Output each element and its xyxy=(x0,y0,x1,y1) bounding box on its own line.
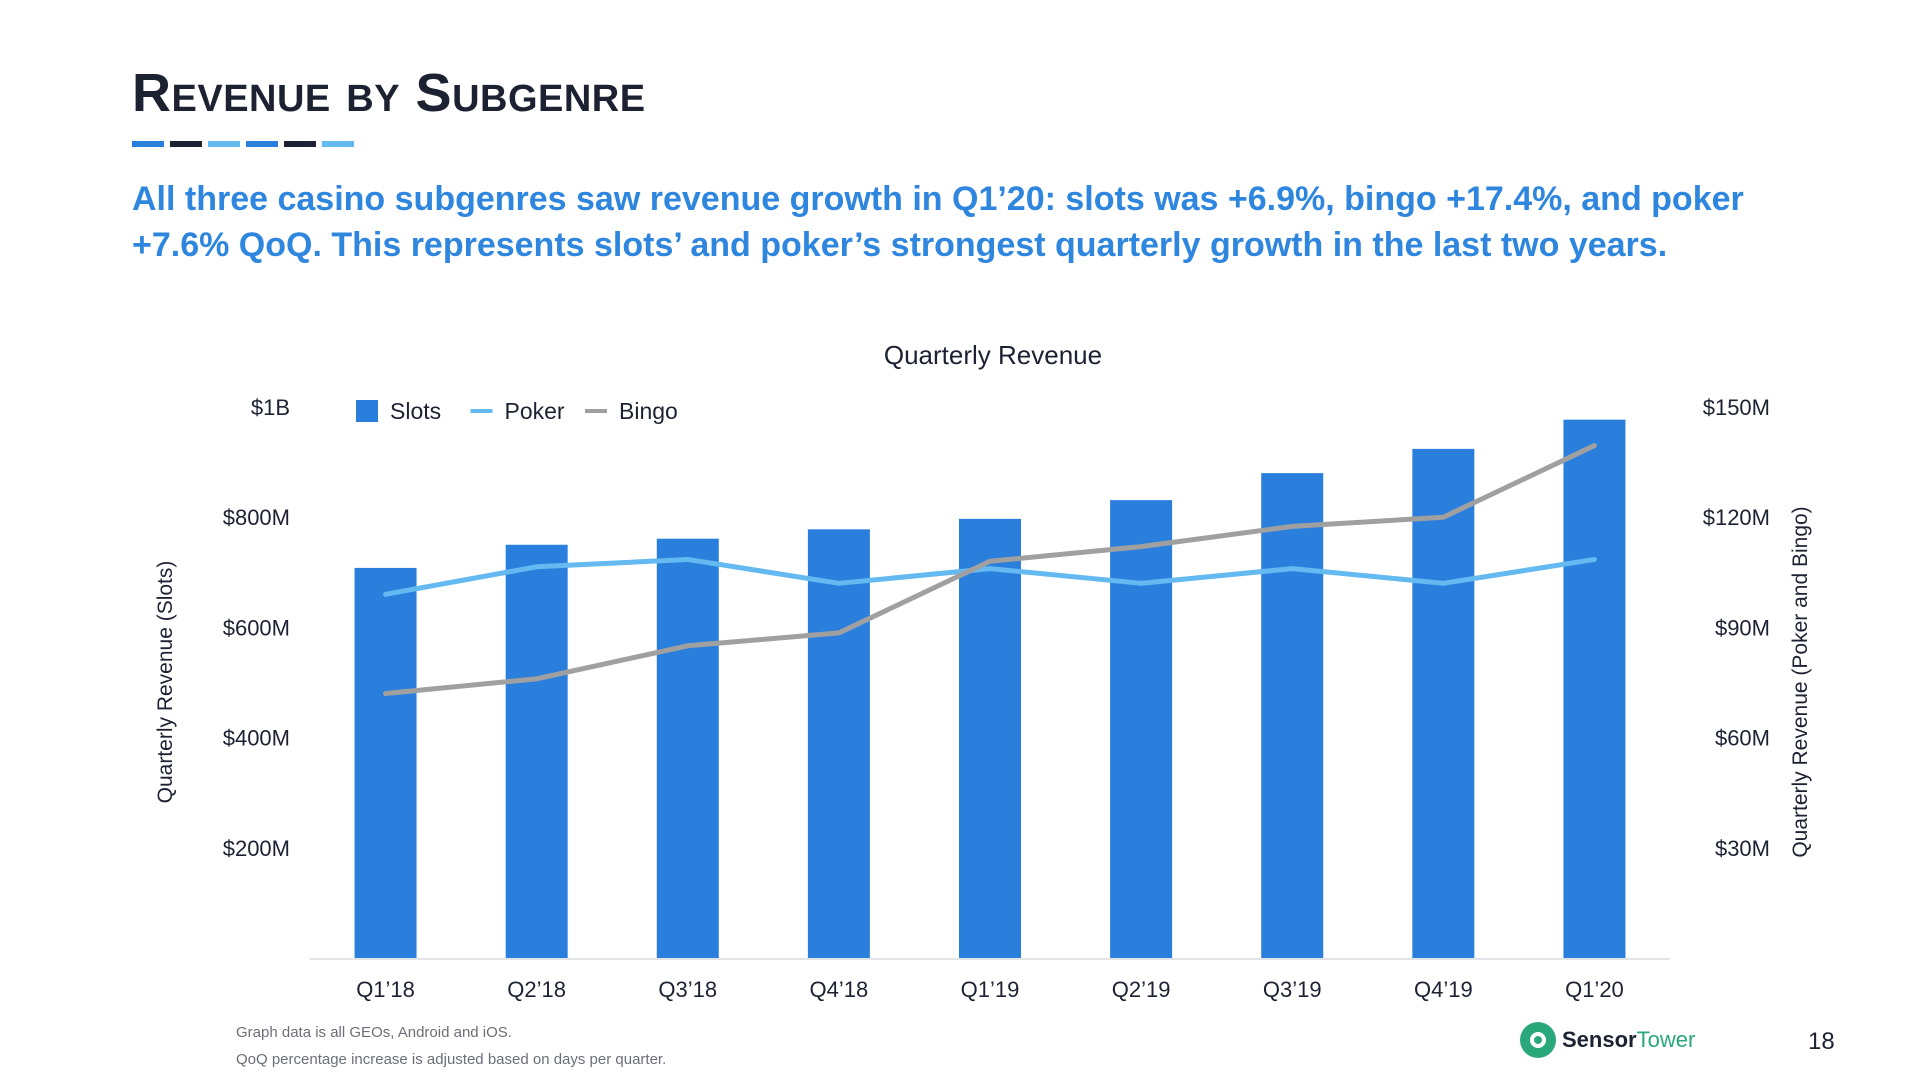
footnote-data-scope: Graph data is all GEOs, Android and iOS. xyxy=(236,1024,512,1041)
slots-bar xyxy=(1412,448,1475,958)
x-tick-label: Q1’20 xyxy=(1565,977,1624,1002)
y-right-tick-label: $150M xyxy=(1703,395,1770,420)
title-underline-segment xyxy=(208,141,240,147)
bingo-line xyxy=(383,443,1597,697)
title-underline-segment xyxy=(284,141,316,147)
x-tick-label: Q2’18 xyxy=(507,977,566,1002)
y-right-tick-label: $60M xyxy=(1715,726,1770,751)
legend-label-bingo: Bingo xyxy=(619,398,678,424)
slots-bar xyxy=(1261,473,1324,958)
y-left-tick-label: $1B xyxy=(251,395,290,420)
page-number: 18 xyxy=(1808,1028,1835,1055)
y-right-tick-label: $90M xyxy=(1715,615,1770,640)
x-tick-label: Q3’19 xyxy=(1263,977,1322,1002)
y-left-tick-label: $800M xyxy=(223,505,290,530)
slots-bar xyxy=(1110,500,1173,958)
y-right-tick-label: $120M xyxy=(1703,505,1770,530)
title-underline-segment xyxy=(246,141,278,147)
y-left-axis-label: Quarterly Revenue (Slots) xyxy=(154,561,177,804)
slots-bar xyxy=(656,538,719,958)
y-left-tick-label: $600M xyxy=(223,615,290,640)
slide-subtitle: All three casino subgenres saw revenue g… xyxy=(132,180,1744,264)
slots-bar xyxy=(354,567,417,958)
y-left-tick-label: $400M xyxy=(223,726,290,751)
title-underline-segment xyxy=(322,141,354,147)
legend-label-slots: Slots xyxy=(390,398,441,424)
legend-swatch-slots xyxy=(356,400,378,422)
x-tick-label: Q1’19 xyxy=(961,977,1020,1002)
footnote-qoq-note: QoQ percentage increase is adjusted base… xyxy=(236,1051,667,1068)
title-underline-segment xyxy=(170,141,202,147)
slots-bar xyxy=(959,518,1021,958)
title-underline-segment xyxy=(132,141,164,147)
title-underline xyxy=(132,141,354,147)
legend-label-poker: Poker xyxy=(505,398,565,424)
sensortower-logo: SensorTower xyxy=(1520,1022,1695,1058)
slide-title: Revenue by Subgenre xyxy=(132,63,646,123)
poker-line xyxy=(383,556,1597,597)
sensortower-logo-icon xyxy=(1520,1022,1556,1058)
y-right-axis-label: Quarterly Revenue (Poker and Bingo) xyxy=(1789,506,1812,857)
y-left-tick-label: $200M xyxy=(223,836,290,861)
logo-wordmark: SensorTower xyxy=(1562,1027,1696,1052)
chart-title: Quarterly Revenue xyxy=(884,340,1102,370)
x-tick-label: Q2’19 xyxy=(1112,977,1171,1002)
slots-bar xyxy=(1563,419,1626,959)
x-tick-label: Q4’19 xyxy=(1414,977,1473,1002)
x-tick-label: Q1’18 xyxy=(356,977,415,1002)
x-tick-label: Q4’18 xyxy=(810,977,869,1002)
y-right-tick-label: $30M xyxy=(1715,836,1770,861)
slots-bar xyxy=(505,544,568,958)
slots-bar xyxy=(807,529,870,958)
x-tick-label: Q3’18 xyxy=(658,977,717,1002)
